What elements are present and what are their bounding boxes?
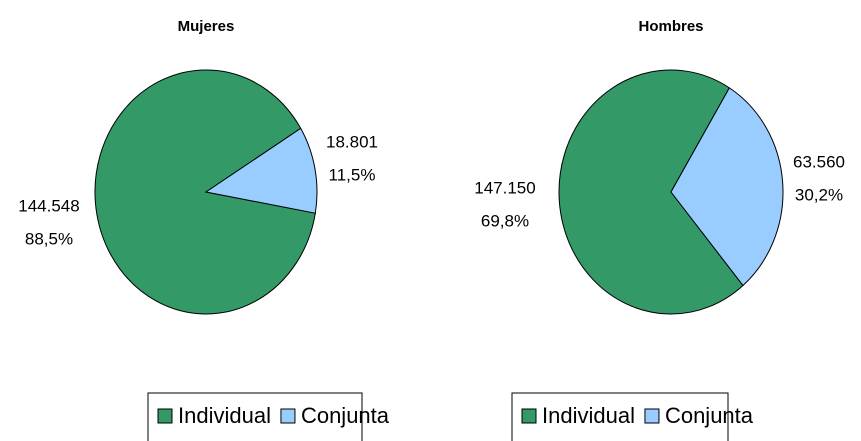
- pie-slice: [670, 87, 784, 287]
- percent-label: 88,5%: [25, 229, 73, 248]
- legend-label: Conjunta: [301, 403, 390, 428]
- chart-title: Hombres: [638, 18, 703, 35]
- legend-swatch: [157, 408, 173, 424]
- legend-box: [511, 392, 729, 441]
- value-label: 147.150: [474, 178, 535, 197]
- legend-swatch: [521, 408, 537, 424]
- pie-slice: [204, 127, 318, 214]
- legend-swatch: [644, 408, 660, 424]
- value-label: 18.801: [326, 132, 378, 151]
- pie-slice: [558, 69, 744, 315]
- value-label: 144.548: [18, 196, 79, 215]
- value-label: 63.560: [793, 152, 845, 171]
- legend-box: [147, 392, 363, 441]
- percent-label: 11,5%: [329, 165, 376, 184]
- chart-title: Mujeres: [178, 18, 235, 35]
- legend-label: Individual: [178, 403, 271, 428]
- percent-label: 30,2%: [795, 185, 843, 204]
- legend-label: Individual: [542, 403, 635, 428]
- percent-label: 69,8%: [481, 211, 529, 230]
- legend-swatch: [280, 408, 296, 424]
- legend-label: Conjunta: [665, 403, 754, 428]
